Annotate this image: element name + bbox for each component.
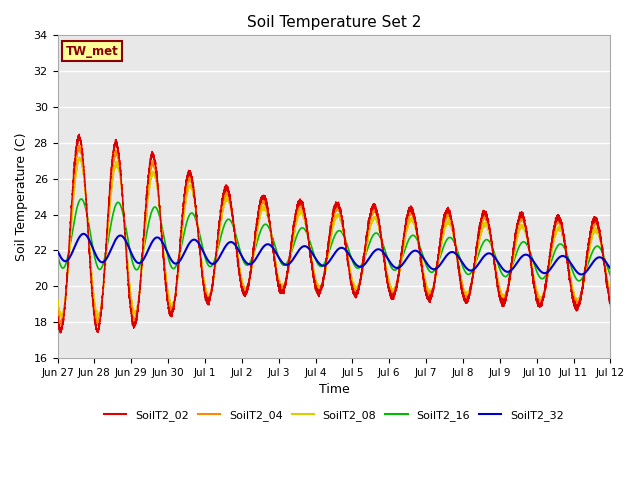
- SoilT2_16: [77, 196, 85, 202]
- SoilT2_04: [458, 283, 466, 288]
- SoilT2_08: [242, 286, 250, 292]
- SoilT2_32: [584, 267, 591, 273]
- Y-axis label: Soil Temperature (C): Soil Temperature (C): [15, 132, 28, 261]
- SoilT2_32: [474, 263, 481, 268]
- SoilT2_08: [474, 250, 481, 256]
- Line: SoilT2_16: SoilT2_16: [58, 199, 611, 281]
- SoilT2_16: [54, 252, 61, 258]
- SoilT2_32: [577, 272, 585, 277]
- SoilT2_04: [577, 292, 584, 298]
- SoilT2_16: [584, 263, 591, 269]
- SoilT2_32: [316, 261, 323, 266]
- SoilT2_08: [76, 154, 83, 160]
- SoilT2_08: [607, 294, 614, 300]
- SoilT2_16: [474, 255, 481, 261]
- SoilT2_16: [242, 262, 250, 267]
- X-axis label: Time: Time: [319, 383, 349, 396]
- SoilT2_32: [607, 265, 614, 271]
- SoilT2_16: [575, 278, 583, 284]
- Line: SoilT2_04: SoilT2_04: [58, 145, 611, 325]
- SoilT2_02: [316, 287, 323, 293]
- Text: TW_met: TW_met: [66, 45, 118, 58]
- SoilT2_08: [577, 295, 584, 301]
- SoilT2_02: [76, 132, 83, 137]
- SoilT2_04: [54, 306, 61, 312]
- SoilT2_08: [458, 278, 466, 284]
- Line: SoilT2_32: SoilT2_32: [58, 234, 611, 275]
- SoilT2_16: [458, 261, 465, 267]
- SoilT2_16: [577, 277, 584, 283]
- SoilT2_04: [75, 143, 83, 148]
- SoilT2_02: [607, 303, 614, 309]
- Line: SoilT2_08: SoilT2_08: [58, 157, 611, 318]
- SoilT2_16: [316, 263, 323, 268]
- SoilT2_32: [54, 249, 61, 254]
- SoilT2_04: [584, 252, 591, 258]
- SoilT2_04: [474, 242, 481, 248]
- SoilT2_04: [242, 288, 250, 294]
- Line: SoilT2_02: SoilT2_02: [58, 134, 611, 333]
- SoilT2_32: [458, 259, 465, 264]
- SoilT2_02: [474, 238, 481, 244]
- SoilT2_02: [56, 330, 64, 336]
- SoilT2_02: [242, 292, 250, 298]
- SoilT2_08: [316, 284, 323, 290]
- SoilT2_02: [458, 285, 466, 291]
- SoilT2_02: [584, 250, 591, 255]
- SoilT2_32: [577, 272, 584, 277]
- SoilT2_16: [607, 273, 614, 278]
- SoilT2_02: [577, 298, 584, 303]
- SoilT2_32: [242, 259, 250, 264]
- SoilT2_04: [607, 296, 614, 302]
- SoilT2_04: [58, 323, 65, 328]
- SoilT2_04: [316, 288, 323, 294]
- SoilT2_08: [54, 297, 61, 302]
- Legend: SoilT2_02, SoilT2_04, SoilT2_08, SoilT2_16, SoilT2_32: SoilT2_02, SoilT2_04, SoilT2_08, SoilT2_…: [100, 406, 568, 425]
- SoilT2_02: [54, 313, 61, 319]
- SoilT2_08: [58, 315, 65, 321]
- Title: Soil Temperature Set 2: Soil Temperature Set 2: [247, 15, 421, 30]
- SoilT2_08: [584, 255, 591, 261]
- SoilT2_32: [80, 231, 88, 237]
